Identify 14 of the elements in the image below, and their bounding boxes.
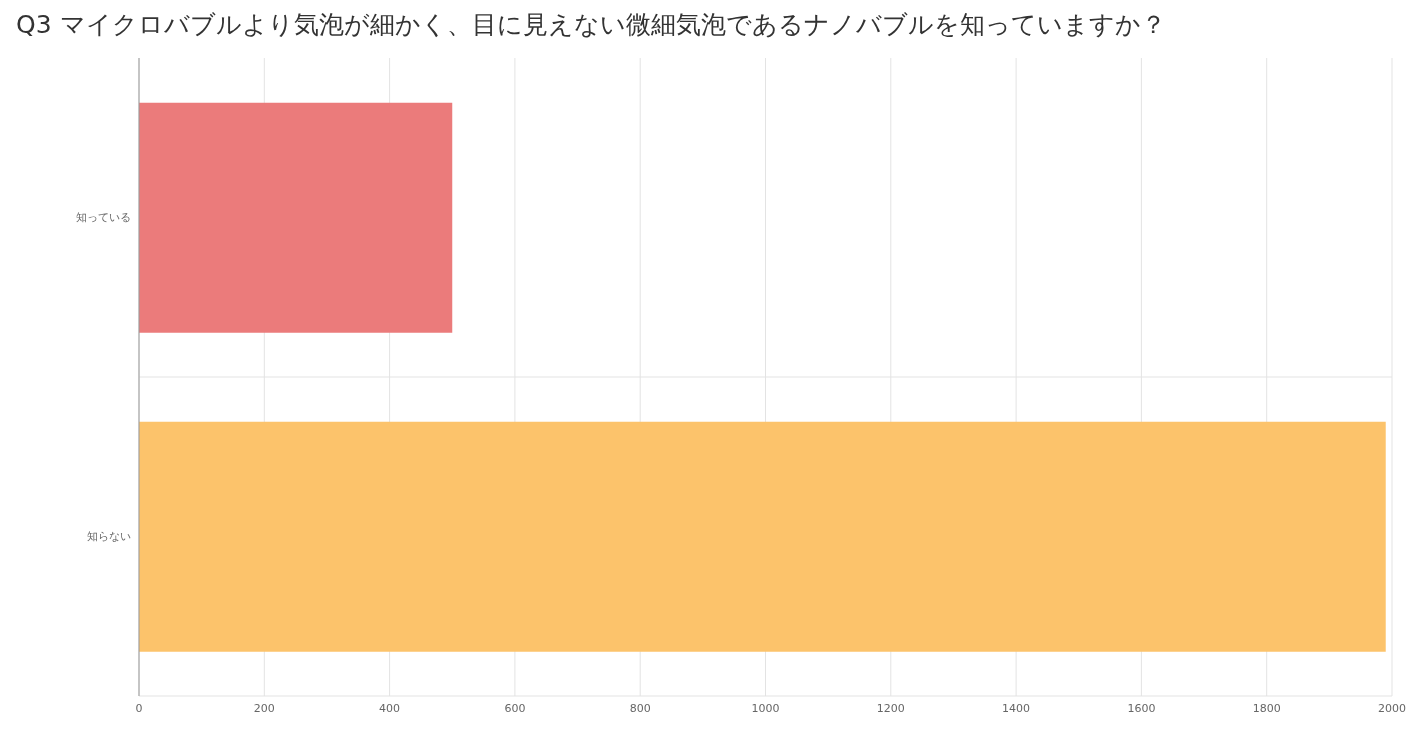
y-tick-label: 知っている	[76, 211, 131, 225]
x-tick-label: 200	[253, 701, 275, 715]
x-tick-label: 800	[629, 701, 651, 715]
x-tick-label: 1400	[1002, 701, 1031, 715]
x-tick-label: 1200	[876, 701, 905, 715]
y-tick-label: 知らない	[87, 530, 131, 544]
chart-title: Q3 マイクロバブルより気泡が細かく、目に見えない微細気泡であるナノバブルを知っていますか？	[15, 9, 1167, 41]
x-tick-label: 600	[504, 701, 526, 715]
x-tick-label: 1000	[751, 701, 780, 715]
x-tick-label: 400	[379, 701, 401, 715]
x-tick-label: 0	[135, 701, 143, 715]
x-tick-label: 2000	[1378, 701, 1406, 715]
x-tick-label: 1600	[1127, 701, 1156, 715]
x-tick-label: 1800	[1252, 701, 1281, 715]
